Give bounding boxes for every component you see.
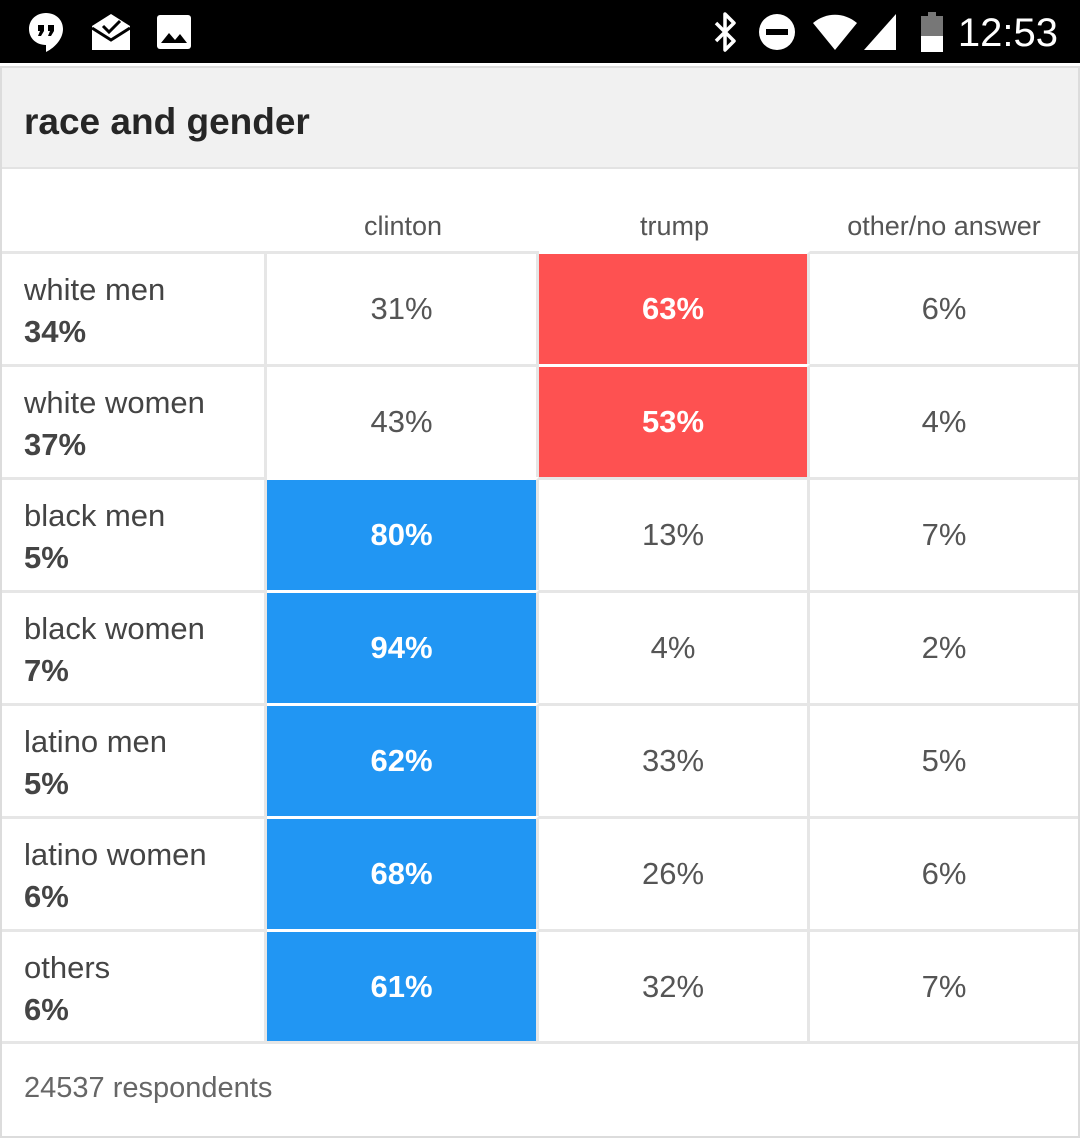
row-group-name: latino men [24, 724, 168, 759]
cell-trump: 53% [539, 364, 810, 477]
row-group-name: latino women [24, 837, 207, 872]
table-row: black women 7% 94% 4% 2% [2, 590, 1078, 703]
cell-clinton: 94% [267, 590, 539, 703]
wifi-icon [812, 10, 858, 54]
cell-clinton: 43% [267, 364, 539, 477]
signal-icon [862, 10, 898, 54]
row-group-share: 6% [24, 879, 69, 914]
row-label: black women 7% [2, 590, 267, 703]
row-group-share: 5% [24, 540, 69, 575]
row-group-share: 37% [24, 427, 87, 462]
cell-other-no-answer: 2% [810, 590, 1078, 703]
row-group-share: 34% [24, 314, 87, 349]
battery-icon [918, 10, 946, 54]
bluetooth-icon [710, 10, 742, 54]
cell-clinton: 62% [267, 703, 539, 816]
column-header-other: other/no answer [847, 211, 1041, 241]
cell-trump: 4% [539, 590, 810, 703]
row-group-name: white women [24, 385, 205, 420]
clock: 12:53 [957, 11, 1058, 55]
table-row: white men 34% 31% 63% 6% [2, 251, 1078, 364]
row-label: others 6% [2, 929, 267, 1042]
row-label: black men 5% [2, 477, 267, 590]
cell-trump: 13% [539, 477, 810, 590]
row-group-name: black men [24, 498, 166, 533]
table-row: white women 37% 43% 53% 4% [2, 364, 1078, 477]
column-header-trump: trump [639, 211, 710, 241]
table-row: others 6% 61% 32% 7% [2, 929, 1078, 1042]
row-group-share: 7% [24, 653, 69, 688]
do-not-disturb-icon [756, 10, 798, 54]
card-footer: 24537 respondents [2, 1041, 1078, 1133]
cell-trump: 33% [539, 703, 810, 816]
column-header-clinton: clinton [363, 211, 443, 241]
cell-other-no-answer: 4% [810, 364, 1078, 477]
cell-clinton: 61% [267, 929, 539, 1042]
cell-clinton: 68% [267, 816, 539, 929]
status-bar: 12:53 [0, 0, 1080, 63]
cell-trump: 63% [539, 251, 810, 364]
row-label: latino men 5% [2, 703, 267, 816]
hangouts-icon [26, 10, 66, 54]
respondent-count: 24537 respondents [24, 1072, 273, 1104]
cell-other-no-answer: 7% [810, 929, 1078, 1042]
image-icon [156, 10, 192, 54]
cell-other-no-answer: 6% [810, 251, 1078, 364]
cell-trump: 32% [539, 929, 810, 1042]
cell-clinton: 31% [267, 251, 539, 364]
cell-other-no-answer: 6% [810, 816, 1078, 929]
cell-trump: 26% [539, 816, 810, 929]
row-group-name: black women [24, 611, 205, 646]
row-group-share: 5% [24, 766, 69, 801]
row-label: white women 37% [2, 364, 267, 477]
cell-clinton: 80% [267, 477, 539, 590]
row-group-share: 6% [24, 992, 69, 1027]
cell-other-no-answer: 7% [810, 477, 1078, 590]
card-title: race and gender [24, 101, 310, 142]
table-row: black men 5% 80% 13% 7% [2, 477, 1078, 590]
row-group-name: white men [24, 272, 166, 307]
mail-icon [90, 10, 132, 54]
row-group-name: others [24, 950, 111, 985]
poll-card: race and gender clinton trump other/no a… [0, 66, 1080, 1138]
table-row: latino women 6% 68% 26% 6% [2, 816, 1078, 929]
row-label: white men 34% [2, 251, 267, 364]
table-row: latino men 5% 62% 33% 5% [2, 703, 1078, 816]
row-label: latino women 6% [2, 816, 267, 929]
card-header: race and gender [2, 68, 1078, 169]
cell-other-no-answer: 5% [810, 703, 1078, 816]
